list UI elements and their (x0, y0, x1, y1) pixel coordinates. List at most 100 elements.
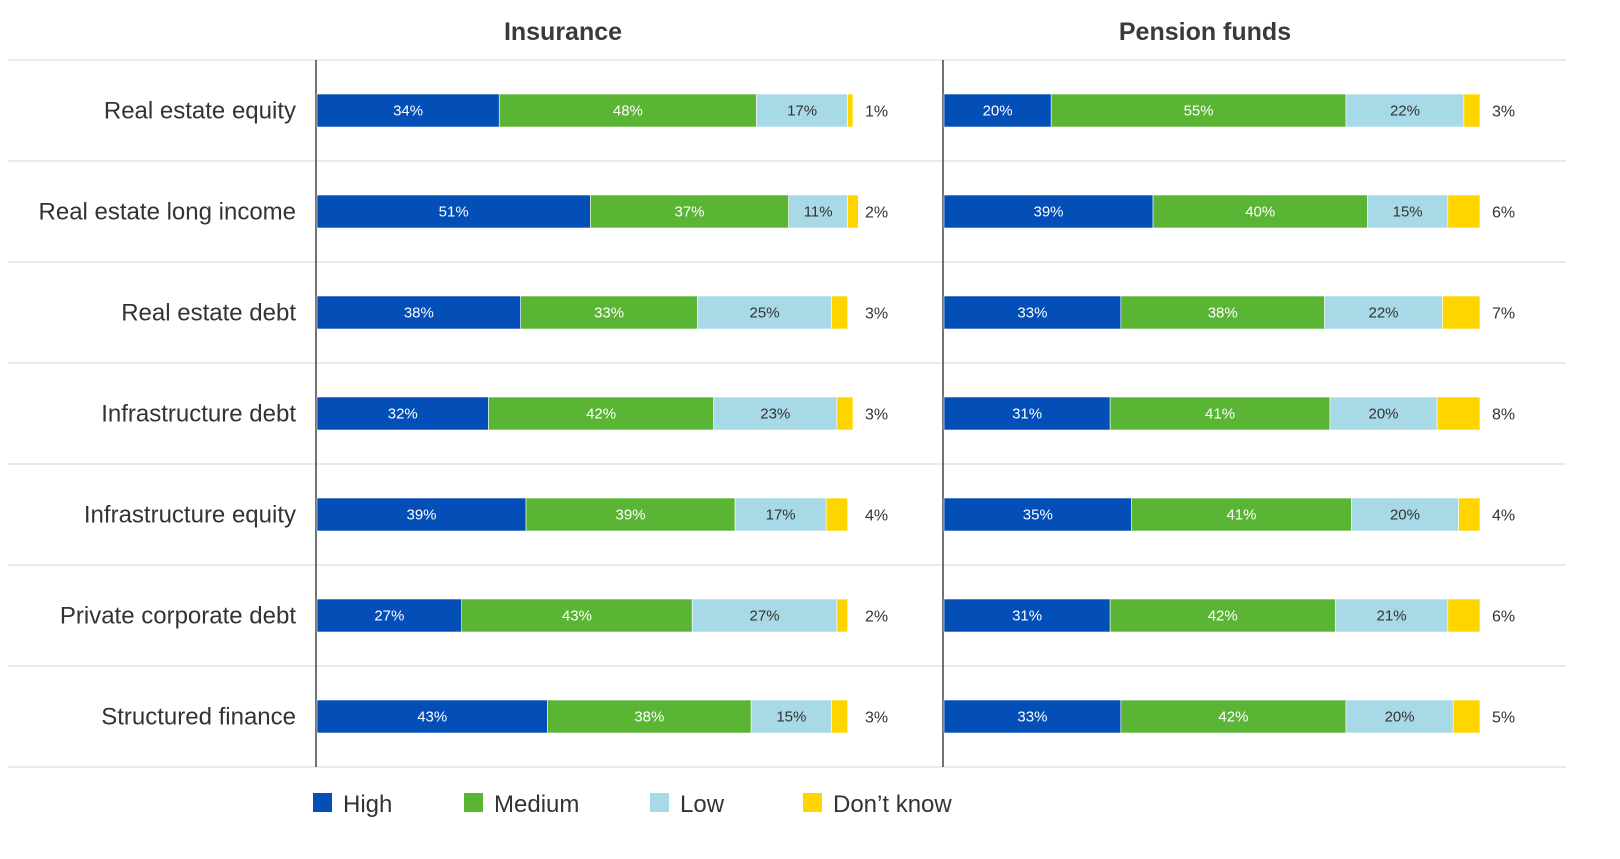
data-label-pension-funds-high: 31% (1012, 608, 1042, 625)
data-label-pension-funds-medium: 42% (1208, 608, 1238, 625)
bar-segment-pension-funds-medium (1120, 295, 1325, 330)
data-label-pension-funds-high: 33% (1017, 305, 1047, 322)
data-label-pension-funds-low: 20% (1385, 709, 1415, 726)
bar-segment-insurance-medium (498, 93, 757, 128)
data-label-pension-funds-low: 22% (1390, 103, 1420, 120)
bar-segment-pension-funds-low (1351, 497, 1459, 532)
bar-segment-pension-funds-high (943, 699, 1122, 734)
panel-title-insurance: Insurance (504, 18, 622, 46)
data-label-insurance-medium: 48% (613, 103, 643, 120)
bar-segment-pension-funds-high (943, 598, 1111, 633)
bar-segment-insurance-don-t-know (825, 497, 848, 532)
data-label-insurance-medium: 37% (675, 204, 705, 221)
bar-segment-pension-funds-low (1345, 93, 1465, 128)
category-label-structured-finance: Structured finance (101, 704, 296, 731)
data-label-insurance-low: 25% (750, 305, 780, 322)
panel-title-pension-funds: Pension funds (1119, 18, 1291, 46)
data-label-pension-funds-don-t-know: 4% (1492, 508, 1515, 525)
bar-segment-pension-funds-medium (1152, 194, 1368, 229)
bar-segment-insurance-high (316, 295, 521, 330)
data-label-insurance-don-t-know: 3% (865, 710, 888, 727)
bar-segment-pension-funds-low (1334, 598, 1449, 633)
data-label-insurance-low: 17% (787, 103, 817, 120)
data-label-insurance-don-t-know: 4% (865, 508, 888, 525)
data-label-insurance-high: 32% (388, 406, 418, 423)
bar-segment-insurance-low (750, 699, 832, 734)
legend-label-don-t-know: Don’t know (833, 791, 952, 818)
bar-segment-pension-funds-don-t-know (1447, 194, 1481, 229)
category-label-real-estate-equity: Real estate equity (104, 98, 296, 125)
data-label-insurance-high: 38% (404, 305, 434, 322)
legend-swatch-medium (464, 793, 483, 812)
data-label-insurance-don-t-know: 1% (865, 104, 888, 121)
bar-segment-pension-funds-high (943, 295, 1122, 330)
bar-segment-insurance-high (316, 699, 548, 734)
bar-segment-insurance-don-t-know (847, 93, 854, 128)
bar-segment-insurance-low (756, 93, 848, 128)
data-label-pension-funds-low: 15% (1393, 204, 1423, 221)
category-label-private-corporate-debt: Private corporate debt (60, 603, 296, 630)
bar-segment-pension-funds-medium (1050, 93, 1347, 128)
bar-segment-pension-funds-low (1345, 699, 1454, 734)
bar-segment-insurance-don-t-know (831, 295, 848, 330)
bar-segment-insurance-don-t-know (831, 699, 848, 734)
data-label-insurance-high: 51% (439, 204, 469, 221)
legend-swatch-don-t-know (803, 793, 822, 812)
data-label-pension-funds-medium: 38% (1208, 305, 1238, 322)
data-label-pension-funds-medium: 41% (1205, 406, 1235, 423)
bar-segment-insurance-medium (488, 396, 714, 431)
bar-segment-insurance-high (316, 396, 489, 431)
data-label-insurance-low: 17% (766, 507, 796, 524)
data-label-insurance-medium: 43% (562, 608, 592, 625)
bar-segment-pension-funds-low (1329, 396, 1438, 431)
legend-swatch-high (313, 793, 332, 812)
legend-label-high: High (343, 791, 392, 818)
data-label-insurance-medium: 33% (594, 305, 624, 322)
data-label-insurance-don-t-know: 3% (865, 407, 888, 424)
bar-segment-insurance-medium (525, 497, 736, 532)
bar-segment-insurance-medium (520, 295, 698, 330)
data-label-pension-funds-high: 31% (1012, 406, 1042, 423)
bar-segment-pension-funds-medium (1131, 497, 1352, 532)
data-label-insurance-low: 15% (776, 709, 806, 726)
data-label-pension-funds-low: 20% (1369, 406, 1399, 423)
data-label-insurance-high: 39% (407, 507, 437, 524)
data-label-pension-funds-high: 35% (1023, 507, 1053, 524)
data-label-pension-funds-don-t-know: 3% (1492, 104, 1515, 121)
bar-segment-pension-funds-don-t-know (1458, 497, 1481, 532)
data-label-insurance-don-t-know: 2% (865, 609, 888, 626)
bar-segment-insurance-high (316, 497, 527, 532)
data-label-pension-funds-high: 33% (1017, 709, 1047, 726)
bar-segment-insurance-medium (461, 598, 693, 633)
data-label-pension-funds-medium: 40% (1245, 204, 1275, 221)
data-label-pension-funds-high: 20% (983, 103, 1013, 120)
category-label-real-estate-debt: Real estate debt (121, 300, 296, 327)
bar-segment-insurance-high (316, 194, 591, 229)
data-label-pension-funds-don-t-know: 6% (1492, 205, 1515, 222)
data-label-pension-funds-low: 22% (1369, 305, 1399, 322)
data-label-pension-funds-medium: 41% (1226, 507, 1256, 524)
bar-segment-insurance-don-t-know (836, 396, 854, 431)
data-label-insurance-high: 34% (393, 103, 423, 120)
data-label-pension-funds-don-t-know: 7% (1492, 306, 1515, 323)
bar-segment-pension-funds-low (1367, 194, 1449, 229)
data-label-insurance-low: 11% (804, 204, 833, 221)
bar-segment-insurance-low (788, 194, 848, 229)
data-label-insurance-medium: 42% (586, 406, 616, 423)
bar-segment-insurance-high (316, 598, 463, 633)
data-label-insurance-high: 27% (374, 608, 404, 625)
data-label-pension-funds-don-t-know: 6% (1492, 609, 1515, 626)
bar-segment-pension-funds-high (943, 194, 1154, 229)
bar-segment-pension-funds-medium (1120, 699, 1347, 734)
data-label-insurance-high: 43% (417, 709, 447, 726)
bar-segment-pension-funds-don-t-know (1442, 295, 1481, 330)
bar-segment-insurance-medium (590, 194, 789, 229)
data-label-insurance-don-t-know: 3% (865, 306, 888, 323)
bar-segment-insurance-low (713, 396, 838, 431)
bar-segment-insurance-don-t-know (847, 194, 859, 229)
category-label-real-estate-long-income: Real estate long income (39, 199, 296, 226)
data-label-insurance-don-t-know: 2% (865, 205, 888, 222)
data-label-insurance-low: 23% (760, 406, 790, 423)
